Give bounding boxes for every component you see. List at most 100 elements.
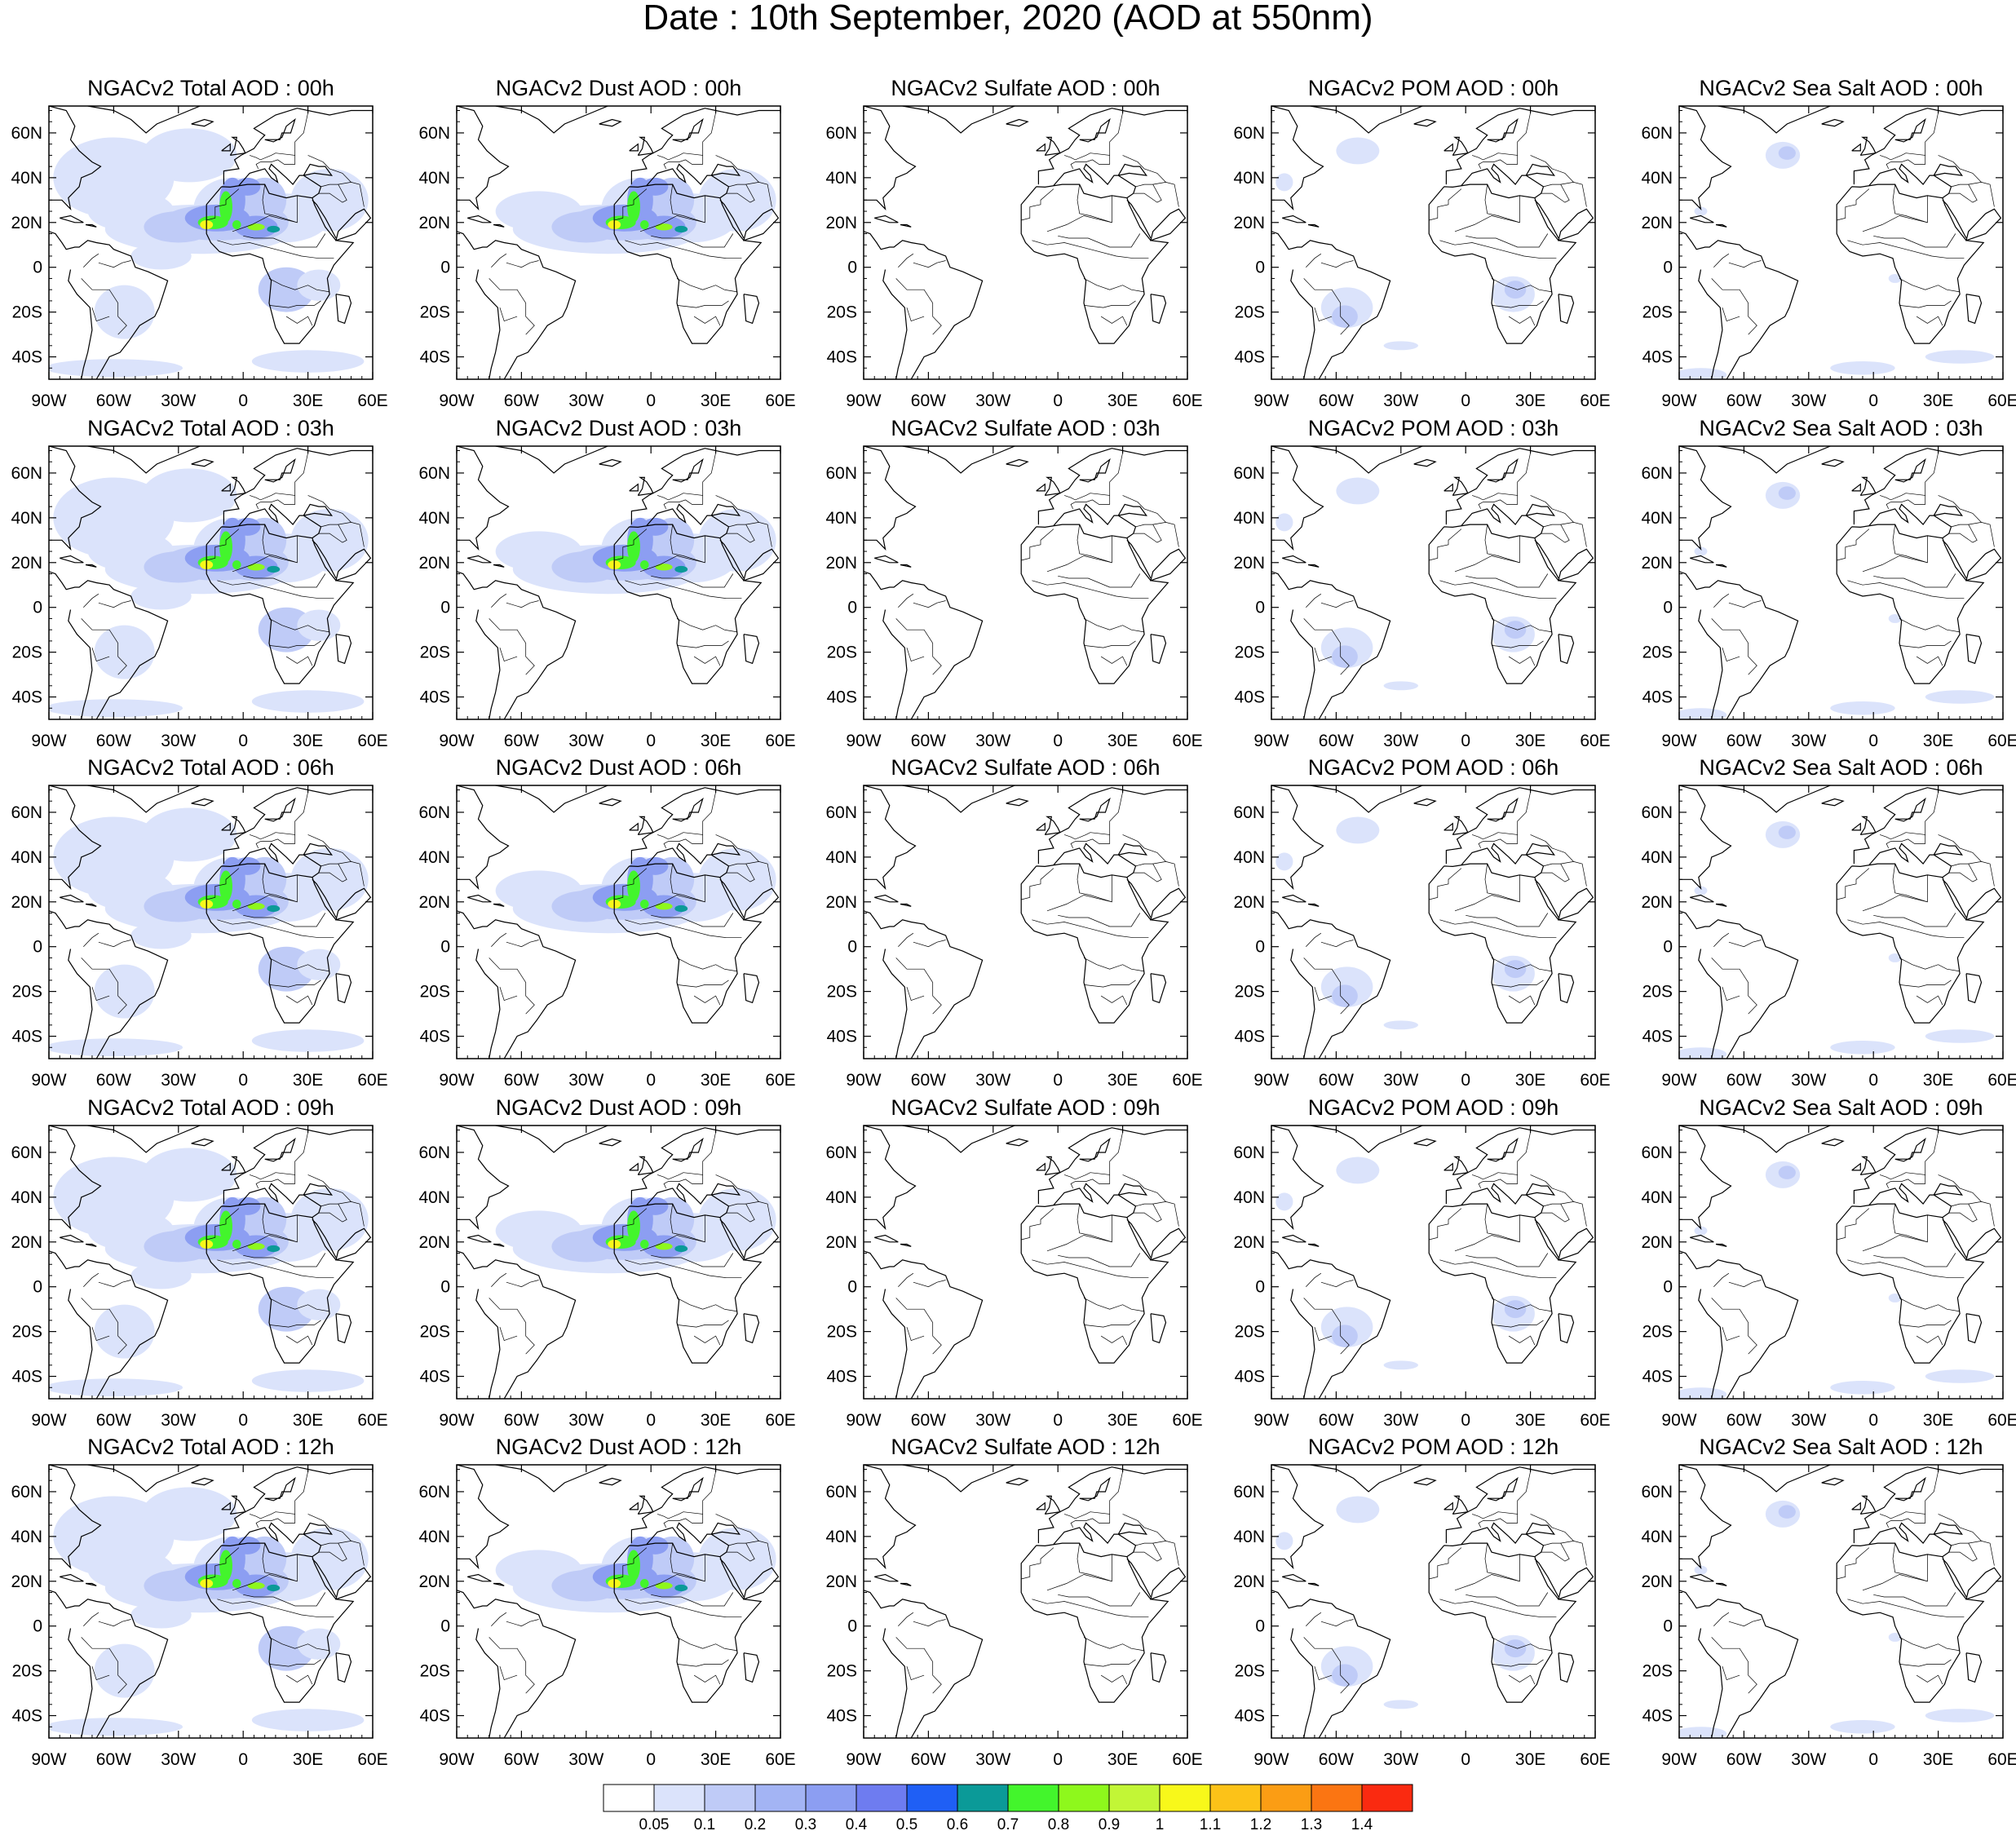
aod-plume: [655, 223, 673, 231]
country-border: [1058, 573, 1141, 588]
lon-tick-label: 90W: [846, 391, 881, 410]
lat-tick-label: 40N: [1233, 509, 1265, 528]
lon-tick-label: 30W: [1383, 732, 1418, 750]
coastline: [637, 1156, 654, 1175]
lon-tick-label: 0: [646, 1071, 656, 1090]
coastline: [599, 1138, 622, 1147]
coastline: [630, 1127, 780, 1205]
country-border: [806, 1555, 849, 1568]
country-border: [1899, 300, 1952, 308]
country-border: [1466, 573, 1549, 588]
coastline: [85, 1582, 97, 1586]
country-border: [399, 875, 442, 889]
lat-tick-label: 20S: [1235, 303, 1265, 322]
coastline: [1933, 163, 1963, 176]
country-border: [806, 1215, 849, 1229]
country-border: [1303, 1298, 1350, 1355]
lat-tick-label: 20S: [420, 1323, 450, 1342]
country-border: [1491, 1298, 1553, 1312]
aod-plume: [267, 904, 281, 913]
lat-tick-label: 60N: [1233, 1483, 1265, 1502]
country-border: [639, 1214, 705, 1252]
coastline: [1036, 822, 1046, 831]
country-border: [1083, 1637, 1145, 1652]
country-border: [1728, 1280, 1762, 1288]
coastline: [1452, 1156, 1469, 1175]
coastline: [312, 1558, 337, 1598]
coastline: [1534, 1558, 1559, 1598]
lat-tick-label: 0: [1255, 1278, 1265, 1297]
coastline: [206, 1203, 355, 1364]
coastline: [1487, 1476, 1519, 1502]
coastline: [900, 1243, 912, 1247]
aod-plume: [1778, 825, 1796, 839]
country-border: [217, 240, 334, 259]
country-border: [702, 453, 716, 496]
coastline: [710, 163, 741, 176]
country-border: [676, 300, 729, 308]
coastline: [864, 1250, 984, 1399]
coastline: [1690, 215, 1714, 223]
coastline: [1836, 1203, 1985, 1364]
country-border: [1517, 792, 1531, 835]
coastline: [613, 1203, 763, 1364]
coastline: [191, 1138, 214, 1147]
country-border: [1862, 1554, 1928, 1591]
lon-tick-label: 0: [238, 1071, 248, 1090]
aod-plume: [141, 1487, 237, 1541]
coastline: [1413, 118, 1437, 127]
lat-tick-label: 0: [1663, 599, 1673, 617]
country-border: [1847, 1599, 1965, 1618]
coastline: [864, 231, 984, 379]
country-border: [1021, 188, 1054, 221]
coastline: [874, 1573, 899, 1582]
coastline: [743, 1313, 760, 1344]
map-panel: NGACv2 Dust AOD : 03h 90W 60W 30W 0 30E 60E 60N…: [418, 416, 795, 750]
lat-tick-label: 20S: [1642, 1662, 1673, 1681]
country-border: [1046, 874, 1112, 912]
lon-tick-label: 0: [238, 1411, 248, 1430]
aod-plume: [1830, 1720, 1895, 1734]
coastline: [1079, 458, 1111, 483]
coastline: [223, 108, 373, 185]
coastline: [1894, 797, 1926, 822]
lon-tick-label: 60E: [1580, 391, 1610, 410]
lon-tick-label: 60E: [765, 1411, 795, 1430]
country-border: [726, 1542, 755, 1562]
aod-plume: [130, 582, 192, 610]
coastline: [223, 1466, 373, 1544]
country-border: [651, 1592, 734, 1607]
country-border: [1152, 1541, 1179, 1566]
lon-tick-label: 90W: [1661, 1071, 1696, 1090]
country-border: [1100, 316, 1128, 326]
country-border: [1439, 1259, 1557, 1279]
country-border: [91, 986, 110, 1002]
country-border: [491, 253, 507, 268]
country-border: [1032, 1599, 1149, 1618]
lon-tick-label: 30E: [1515, 391, 1545, 410]
lat-tick-label: 0: [847, 938, 857, 957]
aod-plume: [247, 1243, 265, 1250]
country-border: [895, 958, 942, 1015]
coastline: [1020, 524, 1169, 684]
country-border: [913, 1280, 946, 1288]
country-border: [913, 260, 946, 268]
country-border: [898, 253, 914, 268]
coastline: [1413, 1138, 1437, 1147]
country-border: [1083, 300, 1136, 308]
lon-tick-label: 60W: [911, 1411, 946, 1430]
lon-tick-label: 90W: [439, 732, 474, 750]
coastline: [882, 1289, 908, 1399]
country-border: [806, 536, 849, 550]
lon-tick-label: 60W: [504, 1071, 539, 1090]
colorbar-label: 0.7: [997, 1816, 1019, 1831]
aod-plume: [1383, 681, 1418, 691]
country-border: [1471, 153, 1519, 170]
country-border: [1484, 184, 1520, 223]
coastline: [719, 1218, 745, 1258]
coastline: [457, 571, 577, 719]
country-border: [1530, 155, 1574, 183]
lon-tick-label: 90W: [31, 1750, 66, 1769]
country-border: [1133, 1542, 1162, 1562]
lon-tick-label: 0: [238, 391, 248, 410]
